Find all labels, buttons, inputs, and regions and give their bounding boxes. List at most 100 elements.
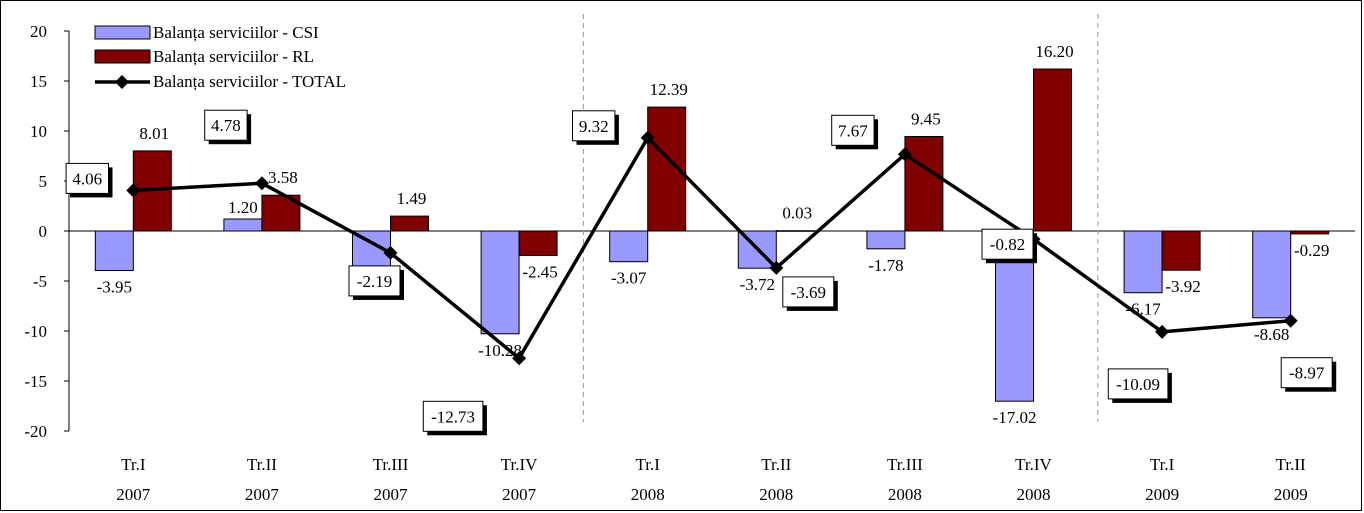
data-label-total: 7.67 [838,121,868,140]
bar-rl [518,230,558,256]
data-label-total: -10.09 [1116,375,1160,394]
y-tick-label: 10 [30,122,47,141]
data-label-total: 4.78 [211,116,241,135]
data-label-total: -12.73 [431,407,475,426]
total-label-box [348,265,401,297]
data-label-rl: 1.49 [397,189,427,208]
data-label-csi: -17.02 [993,408,1037,427]
data-label-csi: -3.72 [740,275,775,294]
y-tick-label: -15 [24,372,47,391]
data-label-total: 9.32 [579,117,609,136]
data-labels: -3.958.011.203.58-3.681.49-10.28-2.45-3.… [65,42,1337,436]
data-label-csi: -8.68 [1254,325,1289,344]
total-marker [512,351,527,366]
x-tick-label-year: 2007 [245,485,280,504]
data-label-rl: 3.58 [268,168,298,187]
data-label-csi: -10.28 [478,341,522,360]
data-label-rl: -0.29 [1294,241,1329,260]
y-tick-label: -5 [33,272,47,291]
data-label-total: -0.82 [990,235,1025,254]
bar-rl [775,230,815,232]
data-label-rl: 16.20 [1035,42,1073,61]
x-tick-label-year: 2009 [1145,485,1179,504]
total-marker [1283,313,1298,328]
y-tick-label: 15 [30,72,47,91]
bar-rl [390,215,429,232]
x-tick-label-year: 2007 [374,485,409,504]
bar-csi [1123,230,1163,294]
y-tick-label: -10 [24,322,47,341]
legend-marker-total [115,75,129,89]
bar-rl [1290,230,1330,235]
data-label-csi: -1.78 [868,256,903,275]
data-label-total: -2.19 [357,272,392,291]
x-tick-label-quarter: Tr.IV [1015,455,1052,474]
total-marker [254,176,269,191]
total-marker [383,245,398,260]
data-label-csi: -3.07 [611,269,647,288]
total-marker [769,260,784,275]
y-tick-label: 5 [39,172,48,191]
data-label-csi: -3.95 [97,278,132,297]
total-marker [126,183,141,198]
x-tick-label-year: 2009 [1274,485,1308,504]
x-tick-label-quarter: Tr.II [247,455,277,474]
x-tick-label-quarter: Tr.I [635,455,660,474]
x-tick-label-quarter: Tr.IV [501,455,538,474]
data-label-total: 4.06 [72,169,102,188]
x-tick-label-year: 2008 [1017,485,1051,504]
x-tick-label-quarter: Tr.I [1150,455,1175,474]
total-label-box [65,162,109,194]
total-label-box [204,109,248,141]
x-tick-label-quarter: Tr.I [121,455,146,474]
total-label-box [981,228,1034,260]
data-label-csi: 1.20 [228,198,258,217]
bar-rl [1033,68,1072,232]
legend-swatch-csi [94,25,151,40]
y-tick-label: 20 [30,22,47,41]
x-tick-label-year: 2008 [631,485,665,504]
bar-rl [904,136,944,232]
legend: Balanța serviciilor - CSI Balanța servici… [94,23,346,91]
data-label-csi: -6.17 [1125,300,1161,319]
data-label-rl: -2.45 [522,263,557,282]
x-tick-label-quarter: Tr.II [1276,455,1306,474]
x-tick-label-year: 2007 [116,485,151,504]
total-label-box [1107,368,1169,400]
x-tick-label-year: 2008 [888,485,922,504]
legend-label-total: Balanța serviciilor - TOTAL [153,72,346,91]
bar-csi [223,218,263,232]
x-tick-label-quarter: Tr.III [887,455,923,474]
x-tick-label-year: 2008 [759,485,793,504]
legend-label-csi: Balanța serviciilor - CSI [153,23,319,42]
data-label-rl: 0.03 [782,204,812,223]
y-tick-label: -20 [24,422,47,441]
x-tick-label-quarter: Tr.II [761,455,791,474]
bar-csi [866,230,906,250]
legend-swatch-rl [94,49,151,64]
bars [94,68,1330,402]
data-label-total: -8.97 [1289,364,1325,383]
x-tick-label-year: 2007 [502,485,537,504]
legend-label-rl: Balanța serviciilor - RL [153,47,314,66]
total-marker [897,147,912,162]
total-label-box [422,400,484,432]
data-label-rl: -3.92 [1165,277,1200,296]
x-axis-labels: Tr.I 2007 Tr.II 2007 Tr.III 2007 Tr.IV 2007 Tr.I… [116,455,1307,504]
total-line [126,130,1298,366]
data-label-total: -3.69 [791,283,826,302]
data-label-rl: 9.45 [911,110,941,129]
bar-rl [1161,230,1201,271]
total-marker [640,130,655,145]
total-label-box [782,276,835,308]
bar-csi [609,230,649,263]
bar-csi [94,230,134,271]
total-label-box [572,110,616,142]
bar-csi [1252,230,1292,319]
total-marker [1155,324,1170,339]
total-label-box [831,114,875,146]
bar-csi [480,230,520,335]
y-tick-label: 0 [39,222,48,241]
